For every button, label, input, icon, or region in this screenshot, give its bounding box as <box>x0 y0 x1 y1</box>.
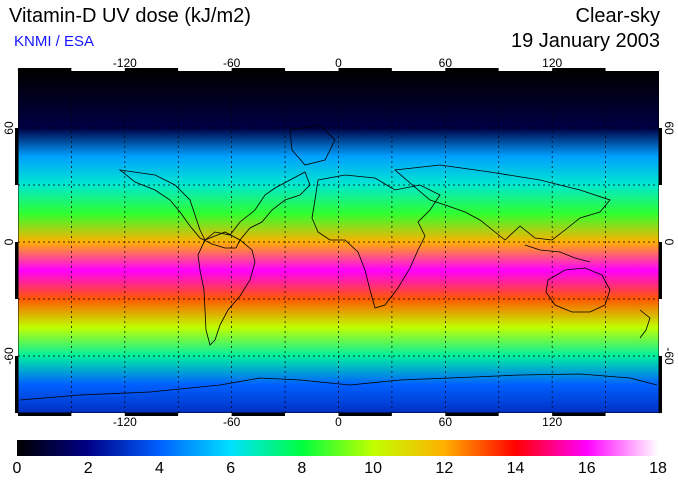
colorbar-tick-label: 10 <box>364 460 383 477</box>
lon-tick-label: 120 <box>542 56 562 70</box>
graticule <box>18 71 659 413</box>
frame-ticks <box>15 68 662 416</box>
lon-tick-label: 0 <box>335 415 342 429</box>
colorbar <box>17 440 658 456</box>
lon-tick-label: -60 <box>223 415 241 429</box>
lat-tick-label: 60 <box>2 121 16 135</box>
map-title: Vitamin-D UV dose (kJ/m2) <box>9 5 251 27</box>
coastlines <box>19 124 658 401</box>
lon-tick-label: 120 <box>542 415 562 429</box>
colorbar-tick-label: 12 <box>435 460 454 477</box>
organization-label: KNMI / ESA <box>14 33 95 50</box>
lon-tick-label: 60 <box>439 415 453 429</box>
colorbar-tick-label: 18 <box>649 460 667 477</box>
lon-tick-label: -120 <box>113 415 137 429</box>
colorbar-tick-label: 8 <box>297 460 307 477</box>
colorbar-tick-label: 4 <box>154 460 164 477</box>
lon-tick-label: 0 <box>335 56 342 70</box>
colorbar-tick-label: 0 <box>12 460 22 477</box>
colorbar-tick-label: 16 <box>577 460 596 477</box>
lat-tick-label: 60 <box>662 121 676 135</box>
lat-tick-label: -60 <box>662 347 676 365</box>
colorbar-tick-label: 6 <box>226 460 236 477</box>
lat-tick-label: 0 <box>662 239 676 246</box>
lon-tick-label: 60 <box>439 56 453 70</box>
date-label: 19 January 2003 <box>510 30 660 52</box>
lon-tick-label: -60 <box>223 56 241 70</box>
lat-tick-label: 0 <box>2 238 16 245</box>
lon-tick-label: -120 <box>113 56 137 70</box>
sky-condition-label: Clear-sky <box>575 5 660 27</box>
colorbar-tick-label: 14 <box>506 460 525 477</box>
lat-tick-label: -60 <box>2 347 16 365</box>
axis-labels: -120 -120 -60 -60 0 0 60 60 120 120 60 60 0 0 -60 -60 <box>2 56 676 429</box>
colorbar-tick-label: 2 <box>83 460 93 477</box>
